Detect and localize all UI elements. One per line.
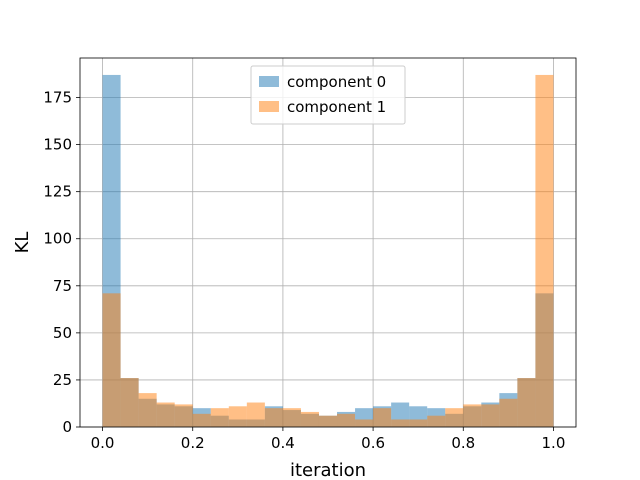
bar-component-1-bin-18 bbox=[427, 415, 446, 427]
y-tick-label-4: 100 bbox=[43, 230, 72, 248]
y-tick-label-3: 75 bbox=[53, 277, 72, 295]
x-axis-label: iteration bbox=[290, 460, 366, 480]
legend-label-component-0: component 0 bbox=[287, 73, 386, 91]
bar-component-1-bin-20 bbox=[463, 404, 482, 427]
bar-component-1-bin-10 bbox=[282, 408, 301, 427]
bar-component-1-bin-23 bbox=[517, 378, 536, 427]
bar-component-1-bin-11 bbox=[300, 411, 319, 427]
legend-box bbox=[250, 65, 406, 125]
legend-swatch-component-0 bbox=[259, 76, 279, 87]
bar-component-1-bin-8 bbox=[246, 402, 265, 427]
bar-component-1-bin-4 bbox=[174, 404, 193, 427]
bar-component-1-bin-17 bbox=[409, 419, 428, 427]
bar-component-1-bin-13 bbox=[337, 413, 356, 427]
histogram-bars bbox=[102, 74, 554, 427]
x-tick-label-0: 0.0 bbox=[91, 434, 115, 452]
x-tick-label-3: 0.6 bbox=[361, 434, 385, 452]
x-tick-label-1: 0.2 bbox=[181, 434, 205, 452]
y-tick-label-6: 150 bbox=[43, 136, 72, 154]
y-tick-label-2: 50 bbox=[53, 324, 72, 342]
bar-component-1-bin-21 bbox=[481, 404, 500, 427]
x-tick-label-4: 0.8 bbox=[451, 434, 475, 452]
bar-component-1-bin-9 bbox=[264, 408, 283, 427]
y-tick-label-7: 175 bbox=[43, 89, 72, 107]
axis-ticks: 0.0 0.2 0.4 0.6 0.8 1.0 0 25 50 75 100 125 150 175 bbox=[43, 89, 565, 452]
bar-component-1-bin-15 bbox=[373, 408, 392, 427]
bar-component-1-bin-1 bbox=[120, 378, 139, 427]
y-tick-label-1: 25 bbox=[53, 371, 72, 389]
plot-frame bbox=[79, 57, 577, 428]
bar-component-1-bin-24 bbox=[535, 74, 554, 427]
x-tick-label-5: 1.0 bbox=[542, 434, 566, 452]
y-tick-label-0: 0 bbox=[62, 418, 72, 436]
bar-component-1-bin-2 bbox=[138, 393, 157, 427]
bar-component-1-bin-0 bbox=[102, 293, 121, 427]
bar-component-1-bin-22 bbox=[499, 398, 518, 427]
bar-component-1-bin-16 bbox=[391, 419, 410, 427]
bar-component-1-bin-6 bbox=[210, 408, 229, 427]
bar-component-1-bin-14 bbox=[355, 419, 374, 427]
bar-component-1-bin-19 bbox=[445, 408, 464, 427]
bar-component-1-bin-3 bbox=[156, 402, 175, 427]
legend-label-component-1: component 1 bbox=[287, 98, 386, 116]
bar-component-1-bin-12 bbox=[318, 415, 338, 427]
bar-component-1-bin-7 bbox=[228, 406, 247, 427]
legend: component 0 component 1 bbox=[250, 65, 406, 125]
legend-swatch-component-1 bbox=[259, 101, 279, 112]
x-tick-label-2: 0.4 bbox=[271, 434, 295, 452]
bar-component-1-bin-5 bbox=[192, 413, 211, 427]
y-axis-label: KL bbox=[12, 232, 33, 254]
y-tick-label-5: 125 bbox=[43, 183, 72, 201]
